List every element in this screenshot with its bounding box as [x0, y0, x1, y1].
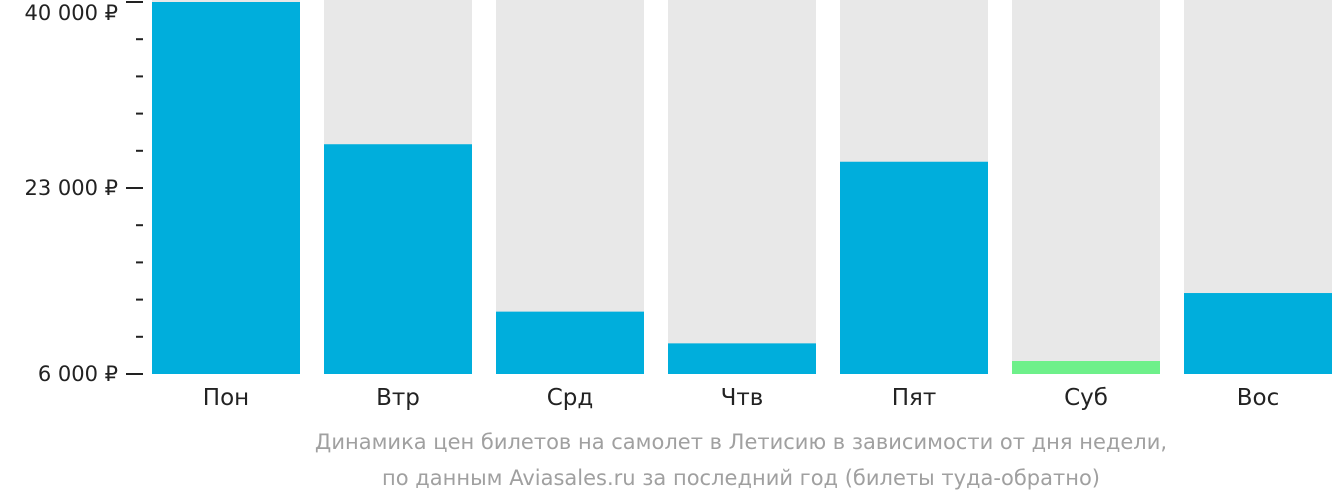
chart-caption-line-2: по данным Aviasales.ru за последний год … — [382, 466, 1100, 490]
price-by-weekday-chart: 40 000 ₽ 23 000 ₽ 6 000 ₽ Пон Втр Срд Чтв Пят С… — [24, 0, 1332, 411]
bar-6 — [1184, 293, 1332, 374]
y-tick-label-0: 40 000 ₽ — [24, 1, 118, 25]
y-tick-label-1: 23 000 ₽ — [24, 176, 118, 200]
chart-caption-line-1: Динамика цен билетов на самолет в Летиси… — [314, 430, 1168, 454]
y-tick-label-2: 6 000 ₽ — [38, 362, 118, 386]
y-axis: 40 000 ₽ 23 000 ₽ 6 000 ₽ — [24, 1, 143, 386]
x-tick-label-2: Срд — [547, 385, 594, 411]
bar-2 — [496, 311, 644, 374]
x-tick-label-3: Чтв — [721, 385, 764, 411]
bar-5 — [1012, 361, 1160, 374]
background-bar-3 — [668, 0, 816, 374]
x-tick-label-6: Вос — [1237, 385, 1280, 411]
background-bar-5 — [1012, 0, 1160, 374]
bar-4 — [840, 161, 988, 374]
x-tick-label-4: Пят — [892, 385, 937, 411]
bar-1 — [324, 144, 472, 374]
x-tick-label-0: Пон — [203, 385, 249, 411]
x-tick-label-1: Втр — [376, 385, 420, 411]
x-tick-label-5: Суб — [1064, 385, 1108, 411]
data-bars — [152, 2, 1332, 374]
x-axis: Пон Втр Срд Чтв Пят Суб Вос — [203, 385, 1279, 411]
bar-0 — [152, 2, 300, 374]
bar-3 — [668, 343, 816, 374]
